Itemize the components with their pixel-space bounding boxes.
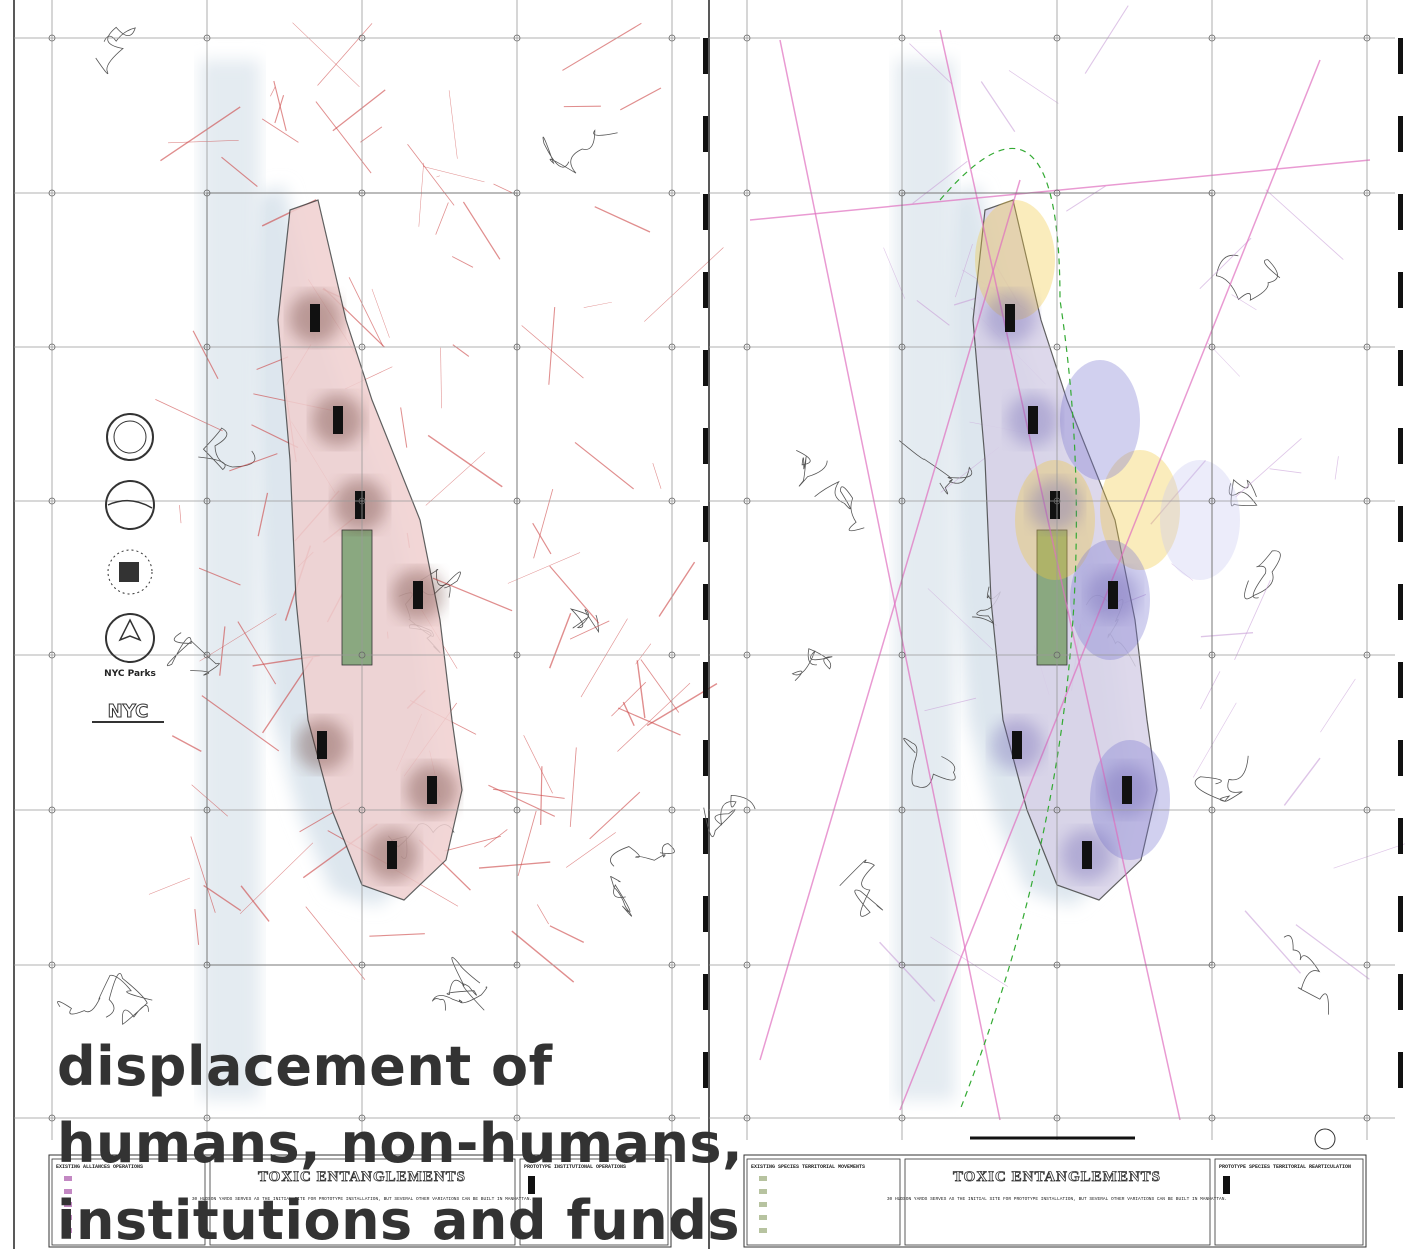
legend-icon [1223,1176,1230,1194]
edge-tick [703,584,708,620]
logo-label: NYC Parks [104,669,156,679]
edge-tick [703,506,708,542]
edge-tick [1398,584,1403,620]
edge-tick [703,662,708,698]
edge-tick [1398,38,1403,74]
legend-caption: 30 HUDSON YARDS SERVES AS THE INITIAL SI… [887,1196,1227,1202]
water [895,60,955,1100]
water [200,60,260,1100]
legend-swatch [759,1176,767,1181]
edge-tick [1398,974,1403,1010]
edge-tick [1398,896,1403,932]
edge-tick [703,38,708,74]
installation [333,406,343,434]
edge-tick [1398,1052,1403,1088]
edge-tick [703,350,708,386]
installation [1108,581,1118,609]
headline-line: humans, non-humans, [57,1117,743,1171]
legend-heading: PROTOTYPE SPECIES TERRITORIAL REARTICULA… [1219,1164,1351,1170]
installation [1012,731,1022,759]
edge-tick [703,896,708,932]
installation [413,581,423,609]
legend-heading: EXISTING SPECIES TERRITORIAL MOVEMENTS [751,1164,865,1170]
edge-tick [1398,506,1403,542]
headline-line: institutions and funds [57,1194,740,1248]
edge-tick [1398,350,1403,386]
installation [1028,406,1038,434]
installation [355,491,365,519]
habitat-zone [1160,460,1240,580]
edge-tick [703,740,708,776]
edge-tick [1398,818,1403,854]
headline-line: displacement of [57,1040,553,1094]
edge-tick [703,1052,708,1088]
installation [310,304,320,332]
edge-tick [1398,194,1403,230]
edge-tick [703,116,708,152]
logo-audubon-mark [120,563,138,581]
page: EXISTING ALLIANCES OPERATIONSTOXIC ENTAN… [0,0,1405,1249]
legend-swatch [759,1215,767,1220]
installation [1082,841,1092,869]
legend-swatch [759,1228,767,1233]
installation [1005,304,1015,332]
edge-tick [703,974,708,1010]
edge-tick [1398,662,1403,698]
edge-tick [703,428,708,464]
central-park [342,530,372,665]
logo-label: NYC [108,701,149,722]
legend-swatch [759,1202,767,1207]
edge-tick [1398,272,1403,308]
installation [1122,776,1132,804]
installation [427,776,437,804]
edge-tick [703,194,708,230]
installation [387,841,397,869]
edge-tick [1398,116,1403,152]
edge-tick [703,272,708,308]
legend-swatch [759,1189,767,1194]
legend-swatch [64,1176,72,1181]
habitat-zone [1060,360,1140,480]
edge-tick [1398,428,1403,464]
legend-title: TOXIC ENTANGLEMENTS [953,1169,1161,1185]
installation [317,731,327,759]
installation [1050,491,1060,519]
edge-tick [1398,740,1403,776]
